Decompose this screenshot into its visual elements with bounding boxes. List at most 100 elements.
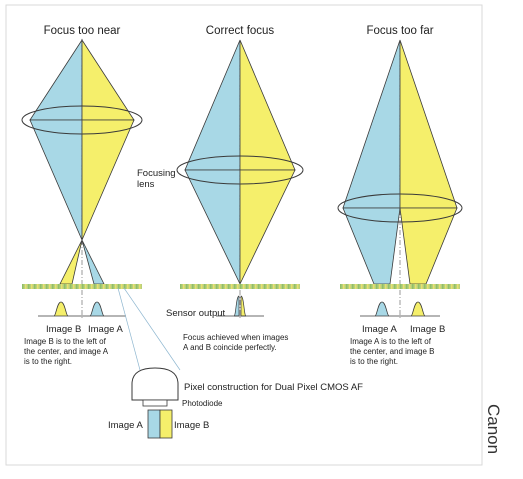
near-output-peak-b xyxy=(53,301,69,317)
sensor-pixel xyxy=(49,284,51,289)
far-desc-line-2: the center, and image B xyxy=(350,347,435,356)
sensor-pixel xyxy=(252,284,254,289)
sensor-pixel xyxy=(55,284,57,289)
far-output-peak-a xyxy=(374,301,390,317)
sensor-pixel xyxy=(415,284,417,289)
sensor-pixel xyxy=(388,284,390,289)
sensor-pixel xyxy=(189,284,191,289)
near-label-image-a: Image A xyxy=(88,324,124,335)
sensor-pixel xyxy=(222,284,224,289)
correct-yellow-beam-top xyxy=(239,39,296,171)
sensor-pixel xyxy=(400,284,402,289)
sensor-pixel xyxy=(433,284,435,289)
near-yellow-beam-bottom xyxy=(81,119,135,241)
sensor-pixel xyxy=(82,284,84,289)
sensor-pixel xyxy=(112,284,114,289)
sensor-pixel xyxy=(91,284,93,289)
sensor-pixel xyxy=(46,284,48,289)
pixel-construction-title: Pixel construction for Dual Pixel CMOS A… xyxy=(184,382,363,393)
sensor-pixel xyxy=(228,284,230,289)
near-blue-beam-bottom xyxy=(29,119,83,241)
sensor-pixel xyxy=(367,284,369,289)
zoom-guide-right xyxy=(123,287,181,371)
sensor-pixel xyxy=(421,284,423,289)
sensor-pixel xyxy=(261,284,263,289)
sensor-pixel xyxy=(340,284,342,289)
sensor-pixel xyxy=(370,284,372,289)
lens-label-line-2: lens xyxy=(137,179,155,190)
sensor-pixel xyxy=(249,284,251,289)
sensor-pixel xyxy=(267,284,269,289)
sensor-pixel xyxy=(394,284,396,289)
sensor-pixel xyxy=(439,284,441,289)
near-blue-beam-top xyxy=(29,38,83,121)
sensor-pixel xyxy=(34,284,36,289)
sensor-pixel xyxy=(234,284,236,289)
credit-watermark: Canon xyxy=(484,404,503,454)
sensor-pixel xyxy=(376,284,378,289)
near-output-peak-a xyxy=(89,301,105,317)
sensor-pixel xyxy=(276,284,278,289)
sensor-pixel xyxy=(288,284,290,289)
sensor-pixel xyxy=(127,284,129,289)
sensor-pixel xyxy=(264,284,266,289)
sensor-pixel xyxy=(216,284,218,289)
correct-yellow-beam-bottom xyxy=(239,169,296,285)
far-label-image-a: Image A xyxy=(362,324,398,335)
sensor-pixel xyxy=(106,284,108,289)
pixel-image-b-label: Image B xyxy=(174,420,209,431)
sensor-pixel xyxy=(76,284,78,289)
pixel-image-a-label: Image A xyxy=(108,420,144,431)
far-blue-beam-top xyxy=(342,39,401,209)
sensor-pixel xyxy=(358,284,360,289)
sensor-pixel xyxy=(192,284,194,289)
sensor-pixel xyxy=(88,284,90,289)
sensor-pixel xyxy=(97,284,99,289)
correct-sensor-strip xyxy=(180,284,300,289)
sensor-pixel xyxy=(294,284,296,289)
sensor-pixel xyxy=(279,284,281,289)
sensor-pixel xyxy=(385,284,387,289)
correct-desc-line-1: Focus achieved when images xyxy=(183,333,288,342)
far-desc-line-1: Image A is to the left of xyxy=(350,337,432,346)
sensor-pixel xyxy=(136,284,138,289)
far-output-peak-b xyxy=(410,301,426,317)
correct-desc-line-2: A and B coincide perfectly. xyxy=(183,343,277,352)
sensor-pixel xyxy=(409,284,411,289)
photodiode-layer xyxy=(142,399,168,407)
correct-output-peak-left xyxy=(233,295,240,317)
sensor-pixel xyxy=(40,284,42,289)
far-label-image-b: Image B xyxy=(410,324,445,335)
sensor-pixel xyxy=(430,284,432,289)
sensor-pixel xyxy=(424,284,426,289)
near-yellow-diverge xyxy=(59,239,83,285)
sensor-pixel xyxy=(37,284,39,289)
near-desc-line-3: is to the right. xyxy=(24,357,72,366)
sensor-pixel xyxy=(28,284,30,289)
sensor-pixel xyxy=(67,284,69,289)
near-blue-diverge xyxy=(81,239,105,285)
sensor-pixel xyxy=(343,284,345,289)
sensor-pixel xyxy=(115,284,117,289)
sensor-pixel xyxy=(22,284,24,289)
sensor-pixel xyxy=(352,284,354,289)
sensor-pixel xyxy=(70,284,72,289)
sensor-pixel xyxy=(25,284,27,289)
sensor-pixel xyxy=(183,284,185,289)
panel-focus-too-far: Focus too far Image A Image B Image A is… xyxy=(337,25,463,366)
pixel-construction: Pixel construction for Dual Pixel CMOS A… xyxy=(108,287,363,439)
sensor-pixel xyxy=(58,284,60,289)
sensor-pixel xyxy=(403,284,405,289)
sensor-pixel xyxy=(270,284,272,289)
sensor-pixel xyxy=(31,284,33,289)
sensor-pixel xyxy=(346,284,348,289)
sensor-pixel xyxy=(237,284,239,289)
panel-focus-too-near: Focus too near Image B Image A Image B i… xyxy=(21,25,143,366)
near-yellow-beam-top xyxy=(81,38,135,121)
sensor-pixel xyxy=(201,284,203,289)
sensor-pixel xyxy=(258,284,260,289)
panel-correct-title: Correct focus xyxy=(206,25,275,37)
sensor-pixel xyxy=(118,284,120,289)
sensor-pixel xyxy=(225,284,227,289)
